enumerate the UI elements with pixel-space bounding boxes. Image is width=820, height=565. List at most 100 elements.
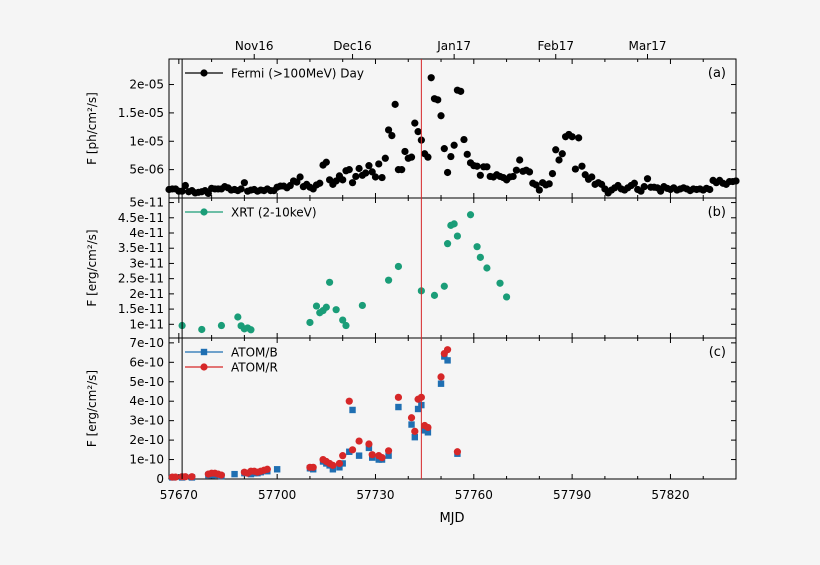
data-point (588, 173, 596, 181)
y-tick-label: 4.5e-11 (118, 211, 164, 225)
y-tick-label: 7e-10 (129, 336, 164, 350)
data-point (306, 318, 314, 327)
data-point (181, 181, 189, 190)
data-point (322, 158, 330, 166)
top-tick-label: Dec16 (333, 39, 372, 53)
data-point (335, 459, 344, 468)
data-point (378, 173, 386, 182)
data-point (430, 291, 439, 299)
data-point (355, 164, 363, 173)
data-point (476, 253, 484, 261)
data-point (640, 183, 648, 191)
y-tick-label: 2.5e-11 (118, 272, 164, 286)
data-point (525, 168, 534, 176)
data-point (371, 173, 380, 181)
plot-frame (168, 58, 737, 199)
data-point (237, 185, 245, 193)
data-point (345, 166, 353, 174)
data-point (732, 177, 740, 185)
data-point (532, 181, 540, 189)
data-point (535, 186, 543, 194)
data-point (388, 131, 396, 140)
data-point (339, 176, 347, 184)
data-point (198, 325, 206, 334)
data-point (348, 446, 357, 454)
data-point (395, 403, 402, 411)
x-axis-label: MJD (439, 511, 464, 526)
data-point (578, 162, 586, 170)
data-point (217, 471, 226, 479)
data-point (473, 243, 481, 251)
data-point (368, 451, 376, 459)
y-tick-label: 2e-11 (129, 287, 164, 301)
data-point (476, 171, 484, 179)
data-point (401, 147, 409, 156)
data-point (502, 293, 511, 301)
top-tick-label: Jan17 (436, 39, 471, 53)
panel-tag: (c) (709, 345, 726, 360)
legend-marker (200, 69, 208, 77)
data-point (443, 168, 452, 177)
data-point (483, 163, 491, 171)
x-tick-label: 57790 (553, 488, 591, 502)
data-point (336, 464, 343, 471)
data-point (240, 179, 248, 187)
data-point (421, 427, 428, 434)
data-point (545, 180, 553, 188)
data-point (444, 357, 451, 364)
data-point (293, 178, 301, 186)
data-point (322, 303, 330, 311)
y-tick-label: 3.5e-11 (118, 241, 164, 255)
data-point (411, 427, 419, 435)
data-point (411, 433, 419, 441)
data-point (440, 145, 448, 153)
x-tick-label: 57820 (651, 488, 689, 502)
data-point (512, 166, 521, 174)
data-point (358, 301, 366, 310)
data-point (339, 452, 347, 460)
data-point (437, 380, 445, 387)
data-point (332, 306, 340, 314)
y-axis-label: F [erg/cm²/s] (85, 229, 99, 306)
data-point (234, 313, 242, 321)
data-point (384, 447, 393, 455)
data-point (188, 473, 196, 481)
y-tick-label: 4e-10 (129, 394, 164, 408)
data-point (247, 326, 255, 334)
y-tick-label: 1e-05 (129, 134, 164, 148)
top-tick-label: Feb17 (537, 39, 574, 53)
data-point (424, 429, 432, 436)
data-point (365, 162, 373, 170)
data-point (643, 175, 652, 183)
y-axis-label: F [erg/cm²/s] (85, 370, 99, 447)
data-point (440, 282, 448, 290)
data-point (375, 456, 382, 463)
top-tick-label: Nov16 (235, 39, 274, 53)
y-tick-label: 1e-11 (129, 317, 164, 331)
data-point (443, 240, 452, 248)
data-point (263, 465, 271, 473)
data-point (296, 173, 304, 181)
data-point (349, 406, 356, 414)
data-point (204, 189, 212, 198)
data-point (496, 279, 504, 287)
data-point (473, 162, 481, 170)
data-point (568, 133, 576, 141)
bottom-mjd-axis: 57670 57700 57730 57760 57790 57820 (160, 488, 690, 502)
data-point (427, 74, 435, 82)
data-point (345, 397, 353, 405)
data-point (391, 100, 399, 108)
data-point (450, 141, 458, 149)
data-point (516, 156, 524, 164)
plot-frame (168, 337, 737, 480)
data-point (316, 179, 324, 187)
data-point (558, 150, 566, 158)
data-point (453, 232, 462, 240)
y-tick-label: 3e-10 (129, 414, 164, 428)
x-tick-label: 57670 (160, 488, 198, 502)
data-point (384, 276, 393, 284)
y-tick-label: 1.5e-05 (118, 106, 164, 120)
data-point (443, 346, 452, 354)
